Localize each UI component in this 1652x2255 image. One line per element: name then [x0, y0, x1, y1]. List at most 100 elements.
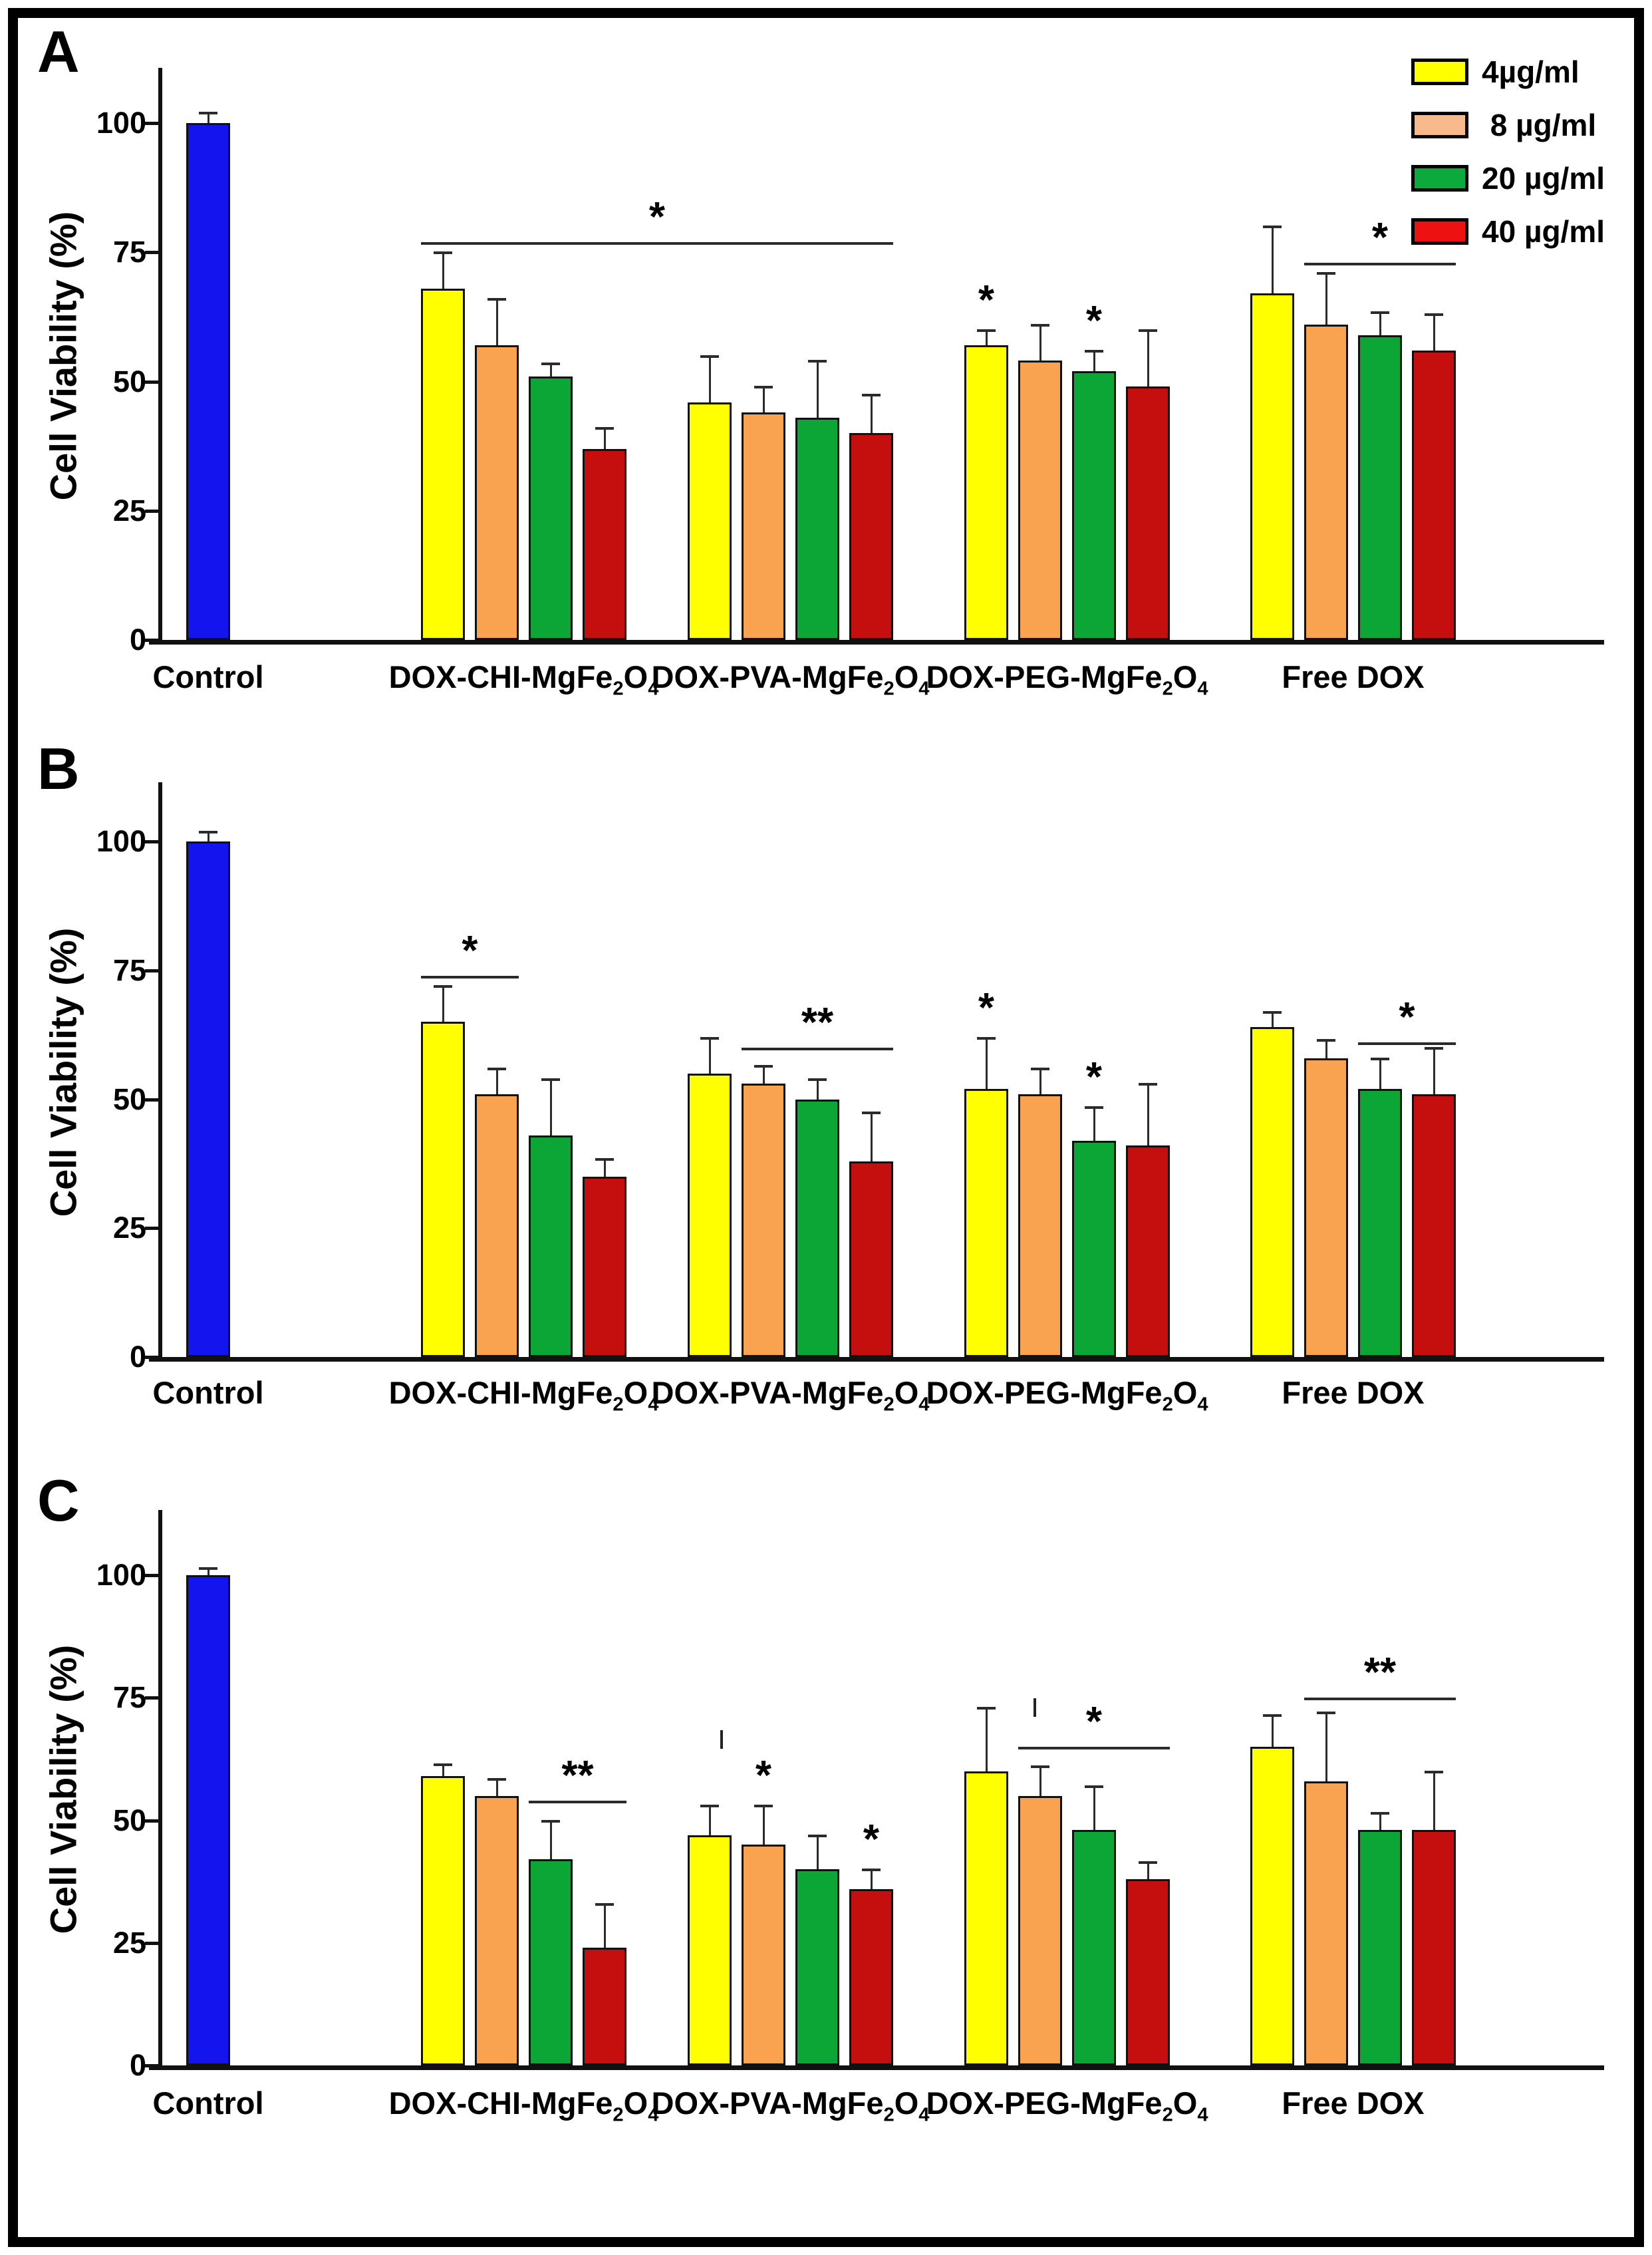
y-tick: [145, 2064, 158, 2067]
legend-label: 40 µg/ml: [1482, 214, 1605, 249]
y-tick: [145, 1696, 158, 1700]
error-bar-cap: [1317, 272, 1335, 275]
error-bar-stem: [1093, 350, 1095, 371]
y-tick-label: 25: [112, 1925, 146, 1960]
error-bar-cap: [977, 1036, 996, 1040]
bar-b-g2-s3: [849, 1161, 893, 1357]
legend-swatch-20ug-icon: [1411, 165, 1468, 192]
significance-bracket: [1304, 262, 1456, 265]
x-category-label: Control: [152, 1375, 264, 1410]
error-bar-stem: [817, 361, 819, 418]
y-tick-label: 75: [112, 235, 146, 269]
bar-a-g3-s2: [1072, 371, 1116, 640]
significance-label: *: [462, 927, 478, 974]
error-bar-cap: [754, 1805, 773, 1808]
error-bar-stem: [1433, 1771, 1435, 1831]
x-axis: [149, 2065, 1604, 2070]
significance-bracket: [421, 241, 893, 245]
error-bar-cap: [1425, 313, 1443, 317]
error-bar-cap: [808, 1834, 827, 1837]
error-bar-stem: [986, 329, 988, 346]
legend-label: 20 µg/ml: [1482, 161, 1605, 196]
bar-a-g0-control: [186, 123, 230, 640]
error-bar-cap: [541, 1078, 560, 1081]
bar-a-g2-s1: [742, 412, 785, 640]
error-bar-stem: [550, 363, 552, 376]
bar-c-g2-s3: [849, 1888, 893, 2065]
bar-a-g3-s0: [964, 345, 1008, 640]
x-category-label: DOX-CHI-MgFe2O4: [388, 2085, 659, 2126]
bar-c-g4-s2: [1358, 1830, 1402, 2065]
error-bar-stem: [709, 1805, 711, 1835]
error-bar-cap: [1317, 1039, 1335, 1042]
legend-item-8ug: 8 µg/ml: [1411, 106, 1605, 144]
error-bar-cap: [1139, 1861, 1157, 1865]
error-bar-cap: [754, 1065, 773, 1068]
error-bar-stem: [1325, 273, 1327, 325]
error-bar-stem: [1147, 1084, 1149, 1146]
y-tick-label: 100: [96, 106, 146, 140]
y-tick-label: 50: [112, 364, 146, 398]
bar-c-g1-s1: [475, 1795, 519, 2065]
error-bar-cap: [1085, 349, 1103, 353]
error-bar-cap: [808, 360, 827, 363]
bar-c-g4-s3: [1412, 1830, 1456, 2065]
bar-a-g1-s3: [583, 448, 626, 640]
error-bar-stem: [1379, 1058, 1381, 1089]
y-tick-label: 25: [112, 1211, 146, 1245]
error-bar-stem: [1379, 1813, 1381, 1831]
error-bar-cap: [862, 393, 881, 396]
bar-a-g4-s0: [1250, 293, 1294, 640]
x-category-label: Control: [152, 659, 264, 694]
bar-a-g4-s3: [1412, 350, 1456, 640]
legend-swatch-4ug-icon: [1411, 59, 1468, 85]
bar-c-g1-s0: [421, 1776, 465, 2065]
y-tick: [145, 122, 158, 125]
bar-b-g4-s1: [1304, 1058, 1348, 1357]
error-bar-cap: [1263, 226, 1282, 229]
y-tick: [145, 509, 158, 513]
y-tick: [145, 1227, 158, 1231]
x-category-label: Free DOX: [1282, 659, 1425, 694]
y-tick: [145, 840, 158, 843]
error-bar-cap: [977, 329, 996, 332]
error-bar-cap: [862, 1111, 881, 1114]
error-bar-stem: [763, 1805, 765, 1845]
y-axis: [158, 782, 162, 1360]
y-tick: [145, 1819, 158, 1823]
bar-a-g1-s1: [475, 345, 519, 640]
error-bar-cap: [1085, 1785, 1103, 1788]
bar-b-g3-s2: [1072, 1140, 1116, 1357]
panel-label-c: C: [37, 1467, 80, 1533]
bar-c-g3-s1: [1018, 1795, 1062, 2065]
significance-bracket: [529, 1801, 626, 1804]
bar-c-g1-s2: [529, 1859, 573, 2065]
error-bar-stem: [1272, 1715, 1274, 1747]
x-category-label: DOX-PEG-MgFe2O4: [926, 2085, 1208, 2126]
bar-a-g1-s2: [529, 376, 573, 640]
error-bar-stem: [604, 428, 606, 449]
error-bar-stem: [207, 831, 209, 841]
bar-a-g2-s0: [688, 402, 732, 640]
error-bar-stem: [1039, 1766, 1041, 1796]
error-bar-stem: [1325, 1712, 1327, 1781]
error-bar-stem: [442, 1763, 444, 1777]
error-bar-stem: [1093, 1785, 1095, 1831]
significance-star: *: [978, 984, 995, 1031]
significance-bracket: [421, 975, 519, 978]
y-tick: [145, 1356, 158, 1359]
significance-label: **: [1363, 1650, 1397, 1696]
stray-tick-mark: [1033, 1698, 1036, 1717]
stray-tick-mark: [720, 1729, 723, 1749]
error-bar-stem: [442, 252, 444, 289]
error-bar-cap: [1263, 1010, 1282, 1014]
error-bar-cap: [1371, 311, 1389, 314]
error-bar-stem: [207, 1567, 209, 1575]
error-bar-stem: [1433, 1048, 1435, 1094]
bar-c-g3-s0: [964, 1771, 1008, 2065]
error-bar-cap: [1371, 1057, 1389, 1060]
error-bar-stem: [604, 1158, 606, 1177]
error-bar-stem: [1272, 226, 1274, 294]
error-bar-stem: [763, 386, 765, 413]
significance-bracket: [1358, 1042, 1456, 1046]
